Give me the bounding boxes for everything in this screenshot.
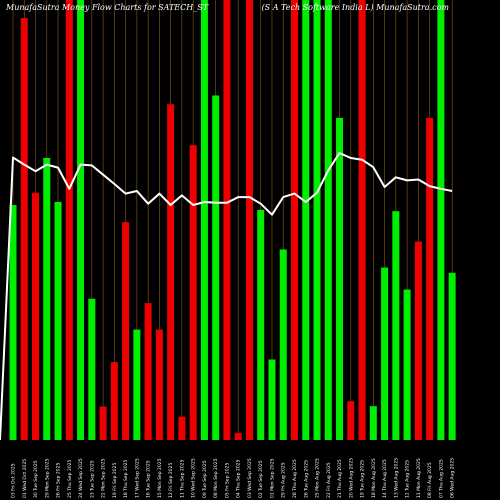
bar [414, 241, 422, 440]
bar [279, 249, 287, 440]
bar [65, 0, 73, 440]
chart-title-right: (S A Tech Software India L) MunafaSutra.… [262, 3, 450, 12]
bar [32, 192, 40, 440]
x-tick-label: 18 Mon Aug 2025 [371, 458, 377, 498]
bar [189, 145, 197, 440]
bar [9, 205, 17, 440]
x-tick-label: 16 Tue Sep 2025 [146, 460, 152, 498]
bar [200, 0, 208, 440]
x-tick-label: 04 Thu Sep 2025 [236, 459, 242, 498]
bar [122, 222, 130, 440]
chart-title-left: MunafaSutra Money Flow Charts for SATECH… [5, 3, 209, 12]
x-tick-label: 11 Thu Sep 2025 [179, 459, 185, 498]
x-tick-label: 29 Mon Sep 2025 [44, 458, 50, 498]
x-tick-label: 01 Wed Oct 2025 [22, 459, 28, 498]
x-tick-label: 17 Wed Sep 2025 [134, 458, 140, 498]
bar [77, 0, 85, 440]
bar [245, 0, 253, 440]
x-tick-label: 25 Mon Aug 2025 [315, 458, 321, 498]
bar [20, 18, 28, 440]
x-tick-label: 13 Wed Aug 2025 [393, 458, 399, 498]
bar [223, 0, 231, 440]
bar [336, 117, 344, 441]
x-tick-label: 22 Fri Aug 2025 [326, 462, 332, 498]
bar [347, 401, 355, 440]
bar [358, 0, 366, 440]
x-tick-label: 03 Fri Oct 2025 [11, 463, 17, 498]
x-tick-label: 28 Thu Aug 2025 [292, 459, 298, 498]
x-tick-label: 21 Thu Aug 2025 [337, 459, 343, 498]
bar [54, 201, 62, 440]
x-tick-label: 23 Tue Sep 2025 [89, 460, 95, 498]
x-tick-label: 29 Fri Aug 2025 [281, 462, 287, 498]
bar [291, 0, 298, 440]
x-tick-labels: 03 Fri Oct 2025 01 Wed Oct 2025 30 Tue Sep… [11, 458, 456, 498]
bar [257, 209, 265, 440]
bar [426, 117, 434, 441]
x-tick-label: 12 Tue Aug 2025 [405, 460, 411, 498]
x-tick-label: 10 Wed Sep 2025 [191, 458, 197, 498]
x-tick-label: 06 Wed Aug 2025 [450, 458, 456, 498]
bar [155, 329, 163, 440]
x-tick-label: 08 Fri Aug 2025 [427, 462, 433, 498]
x-tick-label: 19 Tue Aug 2025 [360, 460, 366, 498]
x-tick-label: 14 Thu Aug 2025 [382, 459, 388, 498]
bar [234, 432, 242, 440]
x-tick-label: 25 Thu Sep 2025 [67, 459, 73, 498]
bar [99, 406, 107, 440]
x-tick-label: 15 Mon Sep 2025 [157, 458, 163, 498]
money-flow-line-path [0, 152, 453, 441]
bar [144, 303, 152, 440]
bar [212, 95, 220, 440]
bar [110, 362, 118, 440]
x-tick-label: 08 Mon Sep 2025 [213, 458, 219, 498]
x-tick-label: 30 Tue Sep 2025 [33, 460, 39, 498]
x-tick-label: 26 Tue Aug 2025 [303, 460, 309, 498]
bar [178, 416, 186, 440]
x-tick-label: 12 Fri Sep 2025 [168, 463, 174, 498]
bar [167, 104, 175, 440]
x-tick-label: 26 Fri Sep 2025 [56, 463, 62, 498]
x-tick-label: 11 Mon Aug 2025 [416, 458, 422, 498]
bar [448, 272, 456, 440]
bar [43, 157, 51, 440]
x-tick-label: 24 Wed Sep 2025 [78, 458, 84, 498]
bars [9, 0, 456, 441]
bar [437, 0, 445, 440]
bar [369, 406, 377, 440]
x-tick-label: 02 Tue Sep 2025 [258, 460, 264, 498]
x-tick-label: 18 Thu Sep 2025 [123, 459, 129, 498]
bar [133, 329, 141, 440]
bar [392, 211, 400, 440]
bar [313, 0, 321, 440]
x-tick-label: 09 Tue Sep 2025 [202, 460, 208, 498]
bar [324, 0, 332, 440]
money-flow-line [0, 152, 453, 441]
bar [88, 298, 96, 440]
x-tick-label: 07 Thu Aug 2025 [438, 459, 444, 498]
x-tick-label: 20 Wed Aug 2025 [348, 458, 354, 498]
x-tick-label: 05 Fri Sep 2025 [224, 463, 230, 498]
x-tick-label: 03 Wed Sep 2025 [247, 458, 253, 498]
x-tick-label: 19 Fri Sep 2025 [112, 463, 118, 498]
bar [381, 267, 389, 440]
bar [302, 0, 310, 440]
bar [403, 289, 411, 440]
x-tick-label: 22 Mon Sep 2025 [101, 458, 107, 498]
bar [268, 359, 276, 440]
x-tick-label: 01 Mon Sep 2025 [269, 458, 275, 498]
